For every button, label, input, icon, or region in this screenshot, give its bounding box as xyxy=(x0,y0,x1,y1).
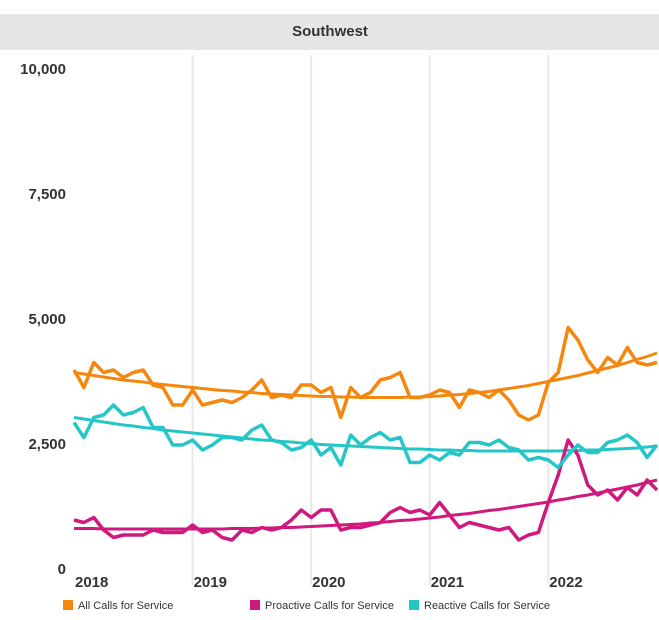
legend-label: Proactive Calls for Service xyxy=(265,600,394,612)
y-tick-label: 0 xyxy=(58,561,66,578)
trend-line xyxy=(73,351,658,399)
series-line xyxy=(72,403,659,470)
x-tick-label: 2018 xyxy=(75,574,108,591)
series-line xyxy=(73,438,659,542)
y-tick-label: 7,500 xyxy=(28,186,66,203)
y-tick-label: 10,000 xyxy=(20,61,66,78)
x-tick-label: 2020 xyxy=(312,574,345,591)
legend-swatch xyxy=(250,600,260,610)
x-tick-label: 2022 xyxy=(549,574,582,591)
y-tick-label: 2,500 xyxy=(28,436,66,453)
legend-label: All Calls for Service xyxy=(78,600,173,612)
legend-label: Reactive Calls for Service xyxy=(424,600,550,612)
chart-title: Southwest xyxy=(292,23,368,40)
trend-line xyxy=(74,478,658,531)
x-tick-label: 2019 xyxy=(194,574,227,591)
header-bar xyxy=(0,14,659,50)
legend-swatch xyxy=(63,600,73,610)
x-tick-label: 2021 xyxy=(431,574,464,591)
y-tick-label: 5,000 xyxy=(28,311,66,328)
trend-line xyxy=(73,416,658,453)
legend-swatch xyxy=(409,600,419,610)
series-line xyxy=(72,325,658,422)
